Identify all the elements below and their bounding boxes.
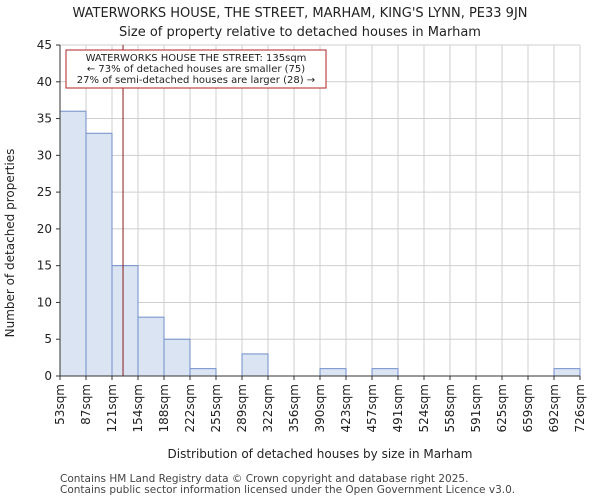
bar — [189, 368, 217, 377]
x-tick-label: 188sqm — [157, 384, 171, 432]
y-tick-label: 40 — [37, 75, 52, 89]
footer-line-2: Contains public sector information licen… — [60, 484, 516, 496]
x-tick-label: 322sqm — [261, 384, 275, 432]
annotation-line-1: WATERWORKS HOUSE THE STREET: 135sqm — [86, 53, 307, 64]
annotation-line-2: ← 73% of detached houses are smaller (75… — [87, 64, 305, 75]
y-tick-label: 45 — [37, 38, 52, 52]
bar — [241, 353, 269, 377]
annotation-border — [65, 49, 327, 89]
y-axis-label: Number of detached properties — [3, 149, 17, 338]
x-tick-label: 390sqm — [313, 384, 327, 432]
chart-subtitle: Size of property relative to detached ho… — [119, 25, 481, 40]
x-axis-label: Distribution of detached houses by size … — [168, 447, 473, 461]
x-tick-label: 491sqm — [391, 384, 405, 432]
annotation-line-3: 27% of semi-detached houses are larger (… — [77, 75, 315, 86]
x-tick-label: 121sqm — [105, 384, 119, 432]
x-tick-label: 692sqm — [547, 384, 561, 432]
y-tick-label: 30 — [37, 148, 52, 162]
footer-line-1: Contains HM Land Registry data © Crown c… — [60, 473, 469, 485]
x-tick-label: 154sqm — [131, 384, 145, 432]
y-tick-labels: 0 5 10 15 20 25 30 35 40 45 — [37, 38, 60, 383]
x-tick-label: 726sqm — [573, 384, 587, 432]
x-tick-label: 591sqm — [469, 384, 483, 432]
x-tick-label: 423sqm — [339, 384, 353, 432]
chart-title: WATERWORKS HOUSE, THE STREET, MARHAM, KI… — [72, 6, 527, 21]
x-tick-label: 53sqm — [53, 384, 67, 425]
x-tick-label: 457sqm — [365, 384, 379, 432]
x-tick-label: 255sqm — [209, 384, 223, 432]
x-tick-label: 87sqm — [79, 384, 93, 425]
y-tick-label: 10 — [37, 295, 52, 309]
x-tick-label: 289sqm — [235, 384, 249, 432]
x-tick-label: 659sqm — [521, 384, 535, 432]
bar — [371, 368, 399, 377]
x-tick-label: 625sqm — [495, 384, 509, 432]
annotation-box: WATERWORKS HOUSE THE STREET: 135sqm ← 73… — [65, 49, 327, 89]
y-tick-label: 15 — [37, 259, 52, 273]
y-tick-label: 25 — [37, 185, 52, 199]
bar — [137, 316, 165, 377]
x-tick-label: 558sqm — [443, 384, 457, 432]
y-tick-label: 35 — [37, 112, 52, 126]
x-tick-label: 524sqm — [417, 384, 431, 432]
bar — [163, 338, 191, 377]
bars — [59, 110, 581, 377]
bar — [85, 132, 113, 377]
bar — [111, 265, 139, 377]
x-tick-labels: 53sqm 87sqm 121sqm 154sqm 188sqm 222sqm 255sqm… — [53, 376, 587, 432]
y-tick-label: 20 — [37, 222, 52, 236]
bar — [319, 368, 347, 377]
x-tick-label: 222sqm — [183, 384, 197, 432]
bar — [553, 368, 581, 377]
bar — [59, 110, 87, 377]
x-tick-label: 356sqm — [287, 384, 301, 432]
y-tick-label: 0 — [44, 369, 52, 383]
y-tick-label: 5 — [44, 332, 52, 346]
